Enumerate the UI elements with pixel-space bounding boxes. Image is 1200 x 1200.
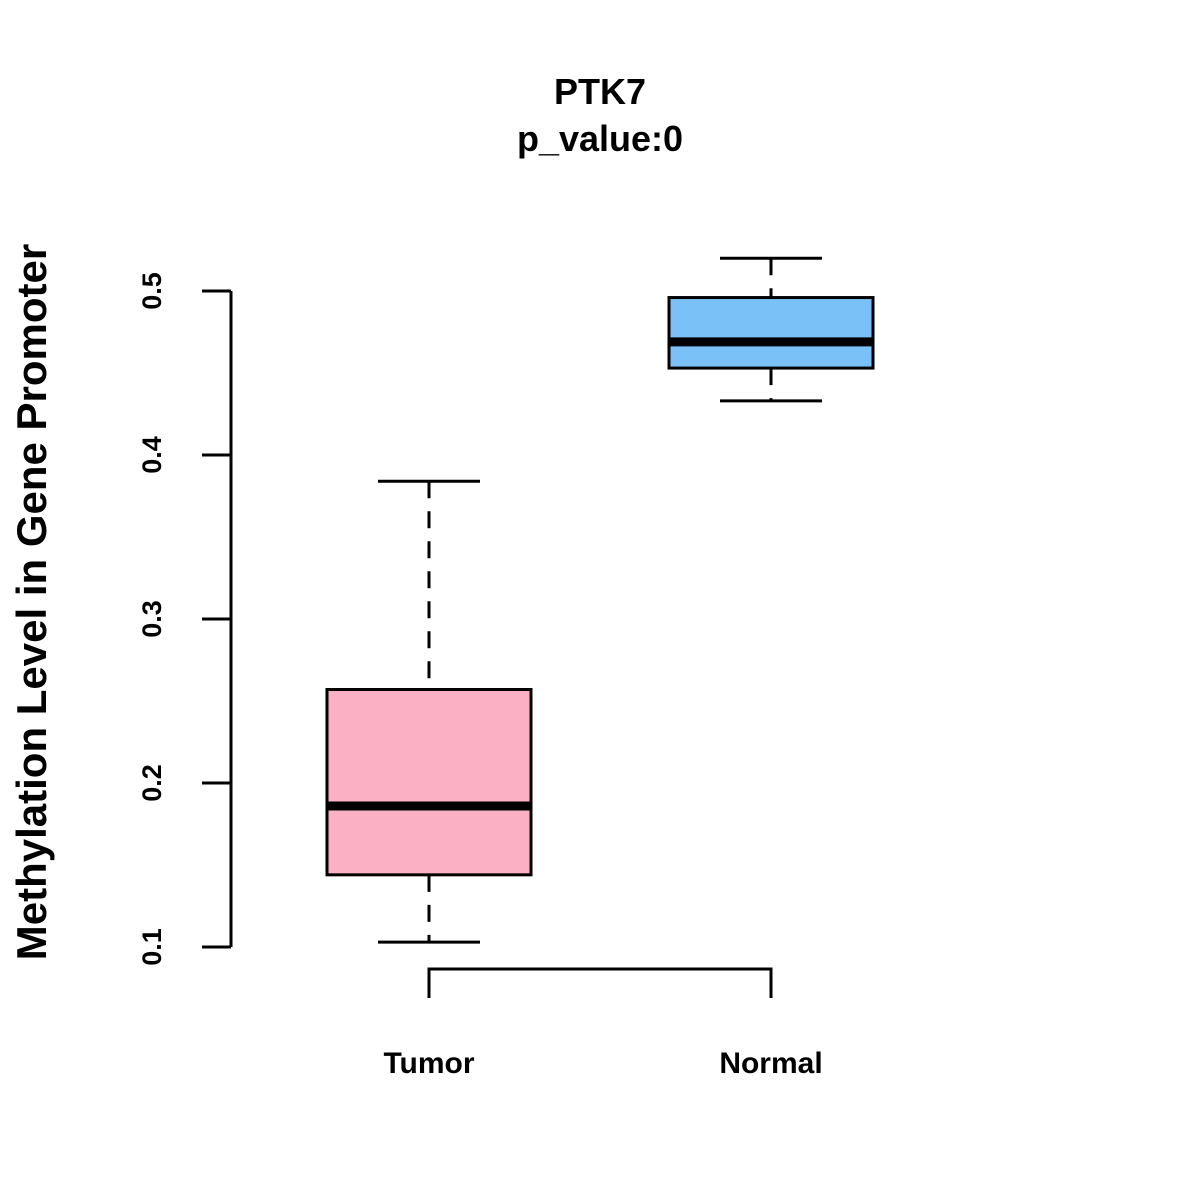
y-axis: 0.1 0.2 0.3 0.4 0.5: [137, 272, 233, 966]
boxes-layer: [325, 256, 875, 944]
iqr-box: [667, 296, 875, 370]
y-axis-label: Methylation Level in Gene Promoter: [8, 244, 55, 960]
box-normal: [667, 256, 875, 403]
chart-subtitle: p_value:0: [517, 118, 683, 159]
y-tick-label: 0.1: [137, 928, 167, 966]
y-tick-label: 0.3: [137, 600, 167, 638]
y-tick-label: 0.5: [137, 272, 167, 310]
y-tick-label: 0.2: [137, 764, 167, 802]
x-axis-labels: Tumor Normal: [383, 1047, 822, 1080]
box-tumor: [325, 479, 533, 944]
x-label-normal: Normal: [719, 1047, 822, 1080]
x-label-tumor: Tumor: [383, 1047, 474, 1080]
chart-title: PTK7: [554, 71, 646, 112]
comparison-bracket: [427, 967, 773, 998]
y-tick-label: 0.4: [137, 436, 167, 474]
iqr-box: [325, 688, 533, 877]
bracket-line: [427, 967, 773, 998]
